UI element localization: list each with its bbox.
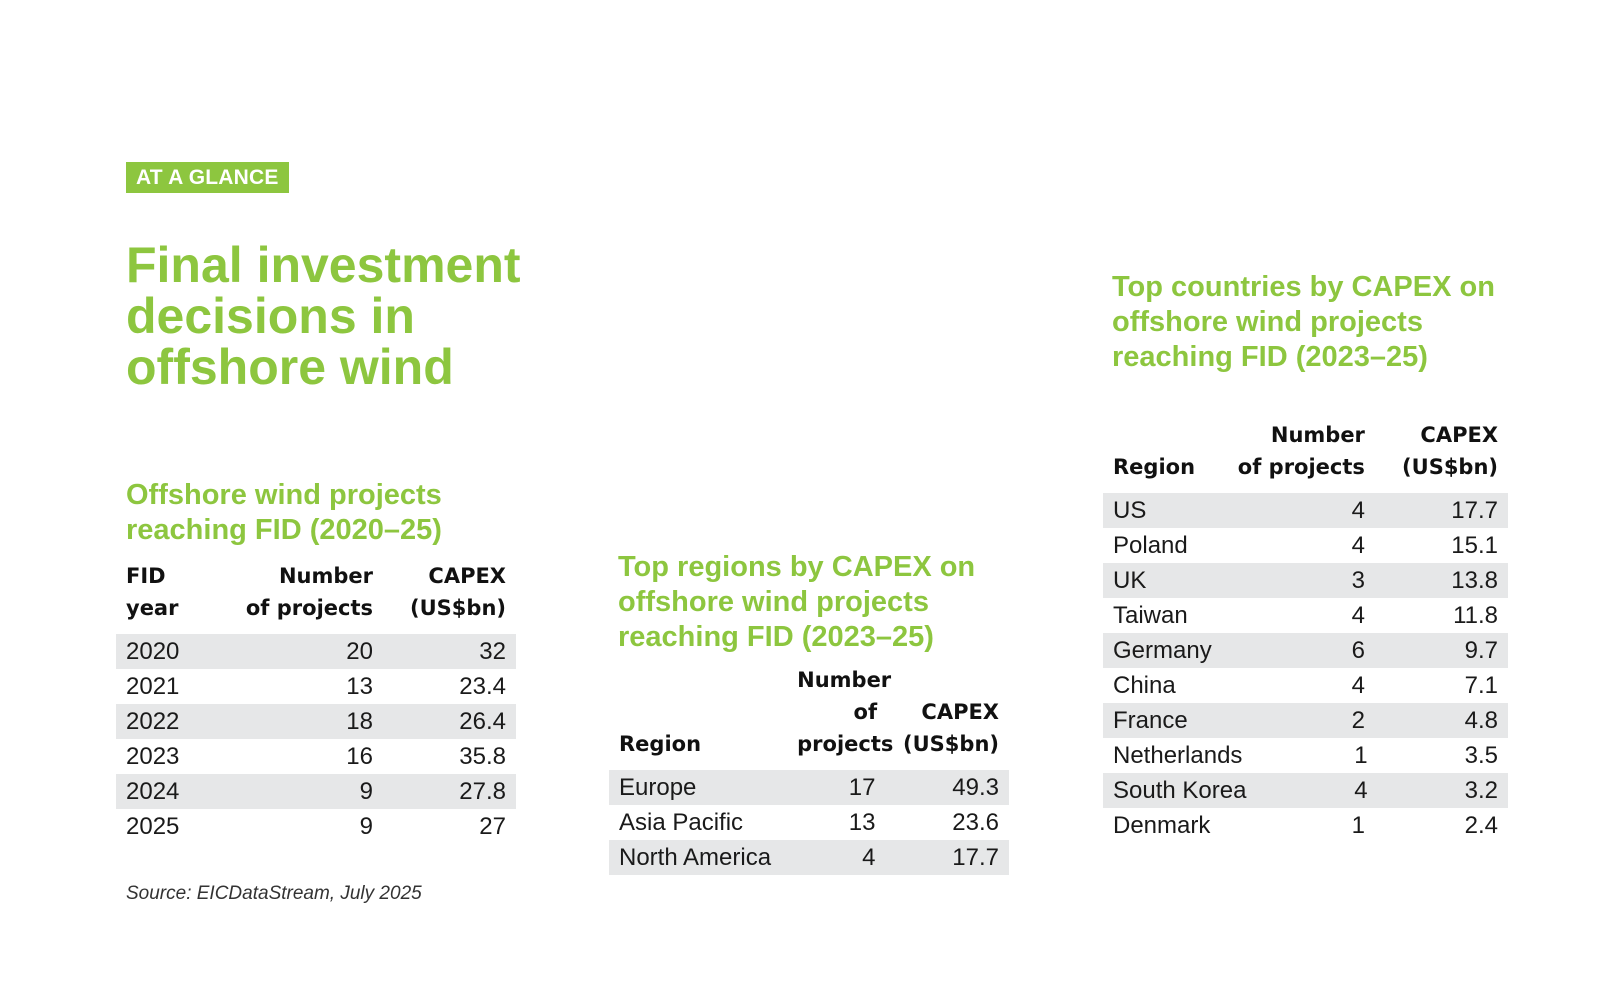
table-cell: Europe bbox=[619, 773, 697, 801]
top-regions-table-title: Top regions by CAPEX on offshore wind pr… bbox=[618, 551, 976, 653]
table-row: Germany 6 9.7 bbox=[1103, 633, 1508, 668]
column-header: FID year bbox=[126, 564, 179, 620]
table-cell: Germany bbox=[1113, 636, 1212, 664]
table-cell: 23.4 bbox=[459, 672, 506, 700]
table-cell: US bbox=[1113, 496, 1147, 524]
table-cell: 4.8 bbox=[1464, 706, 1499, 734]
table-cell: France bbox=[1113, 706, 1188, 734]
table-cell: UK bbox=[1113, 566, 1147, 594]
table-cell: South Korea bbox=[1113, 776, 1247, 804]
table-cell: 2.4 bbox=[1464, 811, 1499, 839]
table-row: China 4 7.1 bbox=[1103, 668, 1508, 703]
table-cell: 16 bbox=[346, 742, 373, 770]
column-header: CAPEX (US$bn) bbox=[1402, 423, 1499, 479]
table-row: North America 4 17.7 bbox=[609, 840, 1009, 875]
column-header: CAPEX (US$bn) bbox=[903, 700, 999, 756]
table-row: Taiwan 4 11.8 bbox=[1103, 598, 1508, 633]
fid-years-table: FID year Number of projects CAPEX (US$bn) 2… bbox=[116, 560, 516, 844]
top-countries-table-title: Top countries by CAPEX on offshore wind … bbox=[1112, 271, 1495, 373]
table-cell: 3 bbox=[1351, 566, 1365, 594]
table-cell: 2024 bbox=[126, 777, 180, 805]
table-cell: 2021 bbox=[126, 672, 180, 700]
table-cell: Asia Pacific bbox=[619, 808, 744, 836]
table-row: US 4 17.7 bbox=[1103, 493, 1508, 528]
table-cell: North America bbox=[619, 843, 772, 871]
table-header: Region Number of projects CAPEX (US$bn) bbox=[609, 664, 1009, 760]
table-cell: 20 bbox=[346, 637, 373, 665]
table-cell: 17 bbox=[848, 773, 876, 801]
table-cell: 2020 bbox=[126, 637, 180, 665]
table-cell: 49.3 bbox=[952, 773, 999, 801]
table-cell: 23.6 bbox=[952, 808, 999, 836]
table-row: South Korea 4 3.2 bbox=[1103, 773, 1508, 808]
table-cell: 1 bbox=[1354, 741, 1368, 769]
table-cell: 32 bbox=[479, 637, 506, 665]
table-cell: 2023 bbox=[126, 742, 180, 770]
column-header: Region bbox=[1113, 455, 1196, 479]
top-regions-table: Region Number of projects CAPEX (US$bn) Eur… bbox=[609, 664, 1009, 875]
table-cell: 15.1 bbox=[1451, 531, 1499, 559]
table-cell: 13 bbox=[346, 672, 373, 700]
table-cell: 4 bbox=[862, 843, 876, 871]
column-header: Number of projects bbox=[797, 668, 894, 756]
table-row: Europe 17 49.3 bbox=[609, 770, 1009, 805]
table-cell: 4 bbox=[1351, 531, 1365, 559]
table-row: Poland 4 15.1 bbox=[1103, 528, 1508, 563]
column-header: Region bbox=[619, 732, 702, 756]
table-cell: 13.8 bbox=[1451, 566, 1499, 594]
table-row: Denmark 1 2.4 bbox=[1103, 808, 1508, 843]
table-cell: 2 bbox=[1351, 706, 1365, 734]
table-row: 2025 9 27 bbox=[116, 809, 516, 844]
table-cell: 4 bbox=[1351, 601, 1365, 629]
column-header: Number of projects bbox=[245, 564, 373, 620]
source-note: Source: EICDataStream, July 2025 bbox=[126, 883, 422, 904]
table-cell: 13 bbox=[848, 808, 876, 836]
table-cell: China bbox=[1113, 671, 1176, 699]
table-cell: 27.8 bbox=[459, 777, 506, 805]
table-cell: 27 bbox=[479, 812, 506, 840]
column-header: CAPEX (US$bn) bbox=[410, 564, 506, 620]
table-row: 2020 20 32 bbox=[116, 634, 516, 669]
table-cell: Denmark bbox=[1113, 811, 1211, 839]
page-title: Final investment decisions in offshore w… bbox=[126, 237, 521, 395]
table-cell: Netherlands bbox=[1113, 741, 1243, 769]
column-header: Number of projects bbox=[1237, 423, 1365, 479]
table-cell: 26.4 bbox=[459, 707, 506, 735]
table-cell: 17.7 bbox=[952, 843, 999, 871]
table-cell: 18 bbox=[346, 707, 373, 735]
table-cell: Taiwan bbox=[1113, 601, 1188, 629]
table-header: FID year Number of projects CAPEX (US$bn) bbox=[116, 560, 516, 624]
table-cell: 7.1 bbox=[1464, 671, 1499, 699]
table-cell: 35.8 bbox=[459, 742, 506, 770]
table-cell: 4 bbox=[1351, 496, 1365, 524]
table-header: Region Number of projects CAPEX (US$bn) bbox=[1103, 419, 1508, 483]
table-cell: Poland bbox=[1113, 531, 1188, 559]
table-cell: 4 bbox=[1351, 671, 1365, 699]
table-cell: 9.7 bbox=[1464, 636, 1499, 664]
table-cell: 4 bbox=[1354, 776, 1368, 804]
at-a-glance-badge: AT A GLANCE bbox=[126, 162, 289, 193]
table-row: 2024 9 27.8 bbox=[116, 774, 516, 809]
table-cell: 11.8 bbox=[1453, 601, 1499, 629]
table-cell: 2025 bbox=[126, 812, 180, 840]
table-row: Asia Pacific 13 23.6 bbox=[609, 805, 1009, 840]
table-cell: 3.2 bbox=[1464, 776, 1498, 804]
fid-years-table-title: Offshore wind projects reaching FID (202… bbox=[126, 479, 442, 546]
table-cell: 17.7 bbox=[1451, 496, 1499, 524]
table-cell: 2022 bbox=[126, 707, 180, 735]
table-cell: 6 bbox=[1351, 636, 1365, 664]
top-countries-table: Region Number of projects CAPEX (US$bn) US 4… bbox=[1103, 419, 1508, 843]
table-row: 2021 13 23.4 bbox=[116, 669, 516, 704]
table-row: Netherlands 1 3.5 bbox=[1103, 738, 1508, 773]
table-row: UK 3 13.8 bbox=[1103, 563, 1508, 598]
table-row: 2022 18 26.4 bbox=[116, 704, 516, 739]
table-row: 2023 16 35.8 bbox=[116, 739, 516, 774]
table-row: France 2 4.8 bbox=[1103, 703, 1508, 738]
table-cell: 9 bbox=[359, 777, 373, 805]
table-cell: 9 bbox=[359, 812, 373, 840]
table-cell: 3.5 bbox=[1464, 741, 1498, 769]
table-cell: 1 bbox=[1351, 811, 1365, 839]
